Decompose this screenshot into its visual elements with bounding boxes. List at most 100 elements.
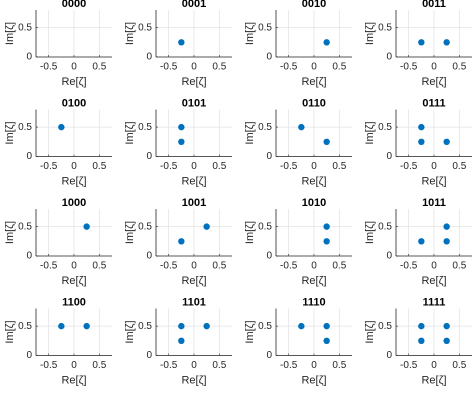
point — [203, 223, 210, 230]
x-axis-label: Re[ζ] — [421, 275, 446, 287]
y-tick-label: 0.5 — [138, 22, 152, 33]
point — [83, 223, 90, 230]
y-tick-label: 0 — [266, 251, 272, 262]
point — [178, 39, 185, 46]
x-tick-label: 0 — [191, 161, 197, 172]
y-axis-label: Im[ζ] — [244, 320, 256, 343]
y-axis-label: Im[ζ] — [364, 22, 376, 45]
point — [58, 123, 65, 131]
x-tick-label: -0.5 — [40, 62, 58, 73]
x-tick-label: 0.5 — [92, 62, 106, 73]
y-axis-label: Im[ζ] — [364, 320, 376, 343]
point — [418, 322, 425, 330]
y-axis-label: Im[ζ] — [364, 121, 376, 144]
point — [418, 337, 425, 345]
y-tick-label: 0.5 — [18, 321, 32, 332]
subplot-title: 1101 — [182, 296, 206, 308]
y-tick-label: 0 — [266, 151, 272, 162]
x-tick-label: -0.5 — [400, 261, 418, 272]
point — [443, 337, 450, 345]
x-tick-label: 0.5 — [452, 360, 466, 371]
y-axis-label: Im[ζ] — [244, 22, 256, 45]
x-tick-label: 0.5 — [92, 261, 106, 272]
y-tick-label: 0.5 — [18, 22, 32, 33]
subplot-title: 0100 — [62, 97, 86, 109]
x-tick-label: 0 — [191, 360, 197, 371]
x-tick-label: 0.5 — [92, 161, 106, 172]
y-tick-label: 0 — [386, 350, 392, 361]
y-tick-label: 0 — [266, 52, 272, 63]
point — [298, 123, 305, 131]
subplot-title: 1011 — [422, 197, 446, 209]
point — [323, 337, 330, 345]
x-axis-label: Re[ζ] — [181, 76, 206, 88]
subplot-title: 0011 — [422, 0, 446, 10]
x-axis-label: Re[ζ] — [61, 374, 86, 386]
x-tick-label: 0 — [431, 62, 437, 73]
y-tick-label: 0 — [26, 251, 32, 262]
x-axis-label: Re[ζ] — [181, 175, 206, 187]
y-tick-label: 0 — [386, 251, 392, 262]
x-tick-label: 0.5 — [452, 261, 466, 272]
x-tick-label: -0.5 — [160, 360, 178, 371]
x-tick-label: 0.5 — [332, 62, 346, 73]
point — [178, 337, 185, 345]
y-axis-label: Im[ζ] — [124, 221, 136, 244]
x-axis-label: Re[ζ] — [421, 175, 446, 187]
y-axis-label: Im[ζ] — [4, 121, 16, 144]
subplot-title: 1111 — [423, 296, 446, 308]
y-tick-label: 0.5 — [378, 221, 392, 232]
x-axis-label: Re[ζ] — [301, 175, 326, 187]
x-tick-label: -0.5 — [160, 261, 178, 272]
x-tick-label: 0 — [431, 261, 437, 272]
point — [58, 322, 65, 330]
subplot-title: 1000 — [62, 197, 86, 209]
y-tick-label: 0 — [26, 350, 32, 361]
subplot-title: 0101 — [182, 97, 206, 109]
point — [443, 39, 450, 46]
x-tick-label: 0 — [431, 161, 437, 172]
x-axis-label: Re[ζ] — [61, 76, 86, 88]
y-tick-label: 0 — [386, 52, 392, 63]
y-tick-label: 0.5 — [258, 122, 272, 133]
x-tick-label: 0.5 — [452, 62, 466, 73]
x-tick-label: -0.5 — [280, 261, 298, 272]
subplot-title: 0001 — [182, 0, 206, 10]
x-tick-label: 0 — [311, 261, 317, 272]
point — [418, 238, 425, 245]
y-axis-label: Im[ζ] — [124, 22, 136, 45]
point — [203, 322, 210, 330]
point — [323, 39, 330, 46]
y-axis-label: Im[ζ] — [244, 221, 256, 244]
point — [83, 322, 90, 330]
point — [418, 138, 425, 146]
subplot-title: 1100 — [62, 296, 86, 308]
y-tick-label: 0 — [26, 52, 32, 63]
x-tick-label: 0 — [191, 62, 197, 73]
x-tick-label: 0.5 — [332, 261, 346, 272]
x-tick-label: -0.5 — [400, 161, 418, 172]
point — [298, 322, 305, 330]
y-tick-label: 0.5 — [138, 221, 152, 232]
x-tick-label: -0.5 — [160, 62, 178, 73]
y-tick-label: 0.5 — [378, 122, 392, 133]
subplot-title: 1010 — [302, 197, 326, 209]
x-tick-label: 0.5 — [212, 62, 226, 73]
x-tick-label: 0 — [311, 360, 317, 371]
x-tick-label: 0 — [311, 161, 317, 172]
x-tick-label: 0.5 — [212, 360, 226, 371]
y-tick-label: 0.5 — [378, 321, 392, 332]
x-tick-label: -0.5 — [280, 62, 298, 73]
point — [443, 138, 450, 146]
x-tick-label: 0 — [431, 360, 437, 371]
x-axis-label: Re[ζ] — [421, 374, 446, 386]
y-tick-label: 0.5 — [258, 221, 272, 232]
y-tick-label: 0 — [146, 350, 152, 361]
point — [443, 223, 450, 230]
x-tick-label: -0.5 — [40, 261, 58, 272]
subplot-title: 0110 — [302, 97, 326, 109]
y-tick-label: 0 — [26, 151, 32, 162]
point — [443, 238, 450, 245]
x-tick-label: 0.5 — [452, 161, 466, 172]
y-tick-label: 0.5 — [18, 221, 32, 232]
